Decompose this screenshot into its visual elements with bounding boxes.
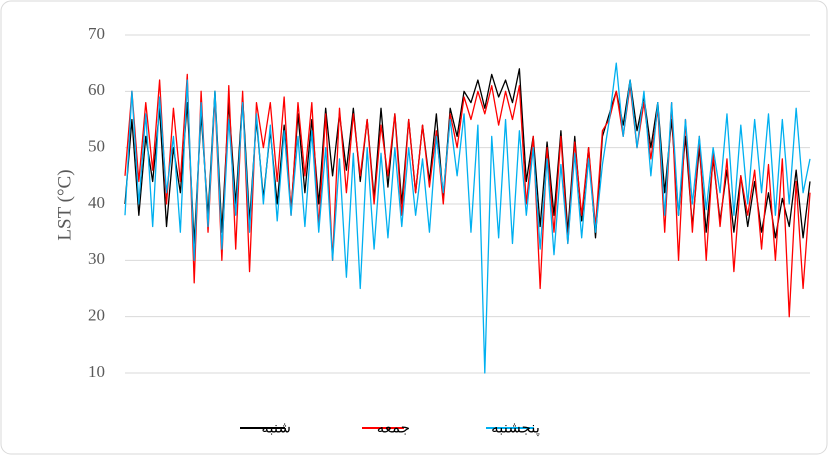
legend: شنبه جمعه پنجشنبه — [240, 419, 540, 438]
y-tick-label: 30 — [88, 249, 105, 268]
legend-label: پنجشنبه — [491, 419, 540, 438]
y-tick-label: 50 — [88, 137, 105, 156]
series-line — [124, 62, 811, 374]
y-tick-label: 60 — [88, 80, 105, 99]
legend-label: شنبه — [261, 419, 291, 437]
y-tick-label: 20 — [88, 306, 105, 325]
y-tick-label: 10 — [88, 362, 105, 381]
y-tick-label: 70 — [88, 24, 105, 43]
series-line — [124, 73, 811, 318]
legend-label: جمعه — [377, 419, 410, 437]
y-axis-label: LST (°C) — [54, 169, 75, 240]
y-tick-label: 40 — [88, 193, 105, 212]
